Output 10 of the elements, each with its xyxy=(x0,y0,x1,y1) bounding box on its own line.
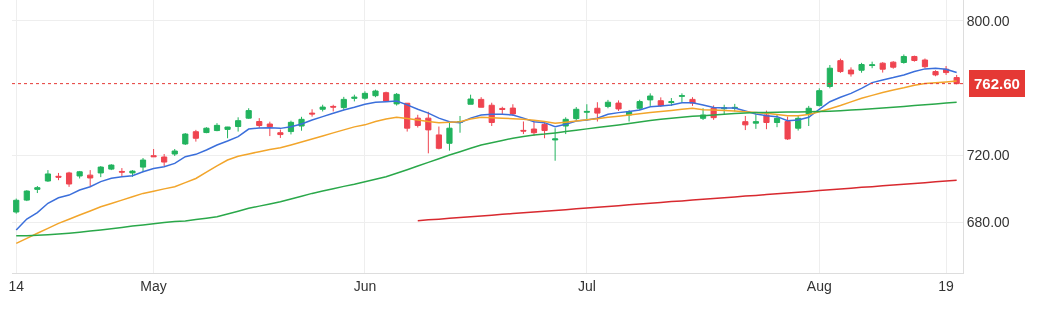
y-tick-label: 800.00 xyxy=(966,12,1010,29)
ref-line-label: 762.60 xyxy=(974,75,1020,92)
y-tick-label: 680.00 xyxy=(966,213,1010,230)
x-tick-label: 14 xyxy=(8,277,25,294)
x-tick-label: Aug xyxy=(806,277,832,294)
x-tick-label: 19 xyxy=(938,277,955,294)
y-tick-label: 720.00 xyxy=(966,146,1010,163)
x-tick-label: Jul xyxy=(577,277,596,294)
x-tick-label: May xyxy=(140,277,167,294)
x-tick-label: Jun xyxy=(353,277,377,294)
